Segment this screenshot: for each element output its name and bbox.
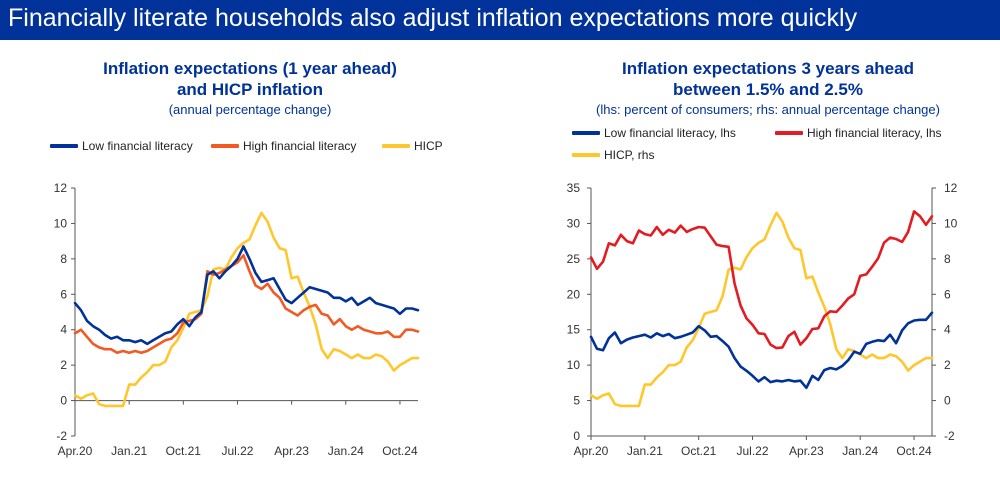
legend-swatch <box>775 131 803 135</box>
slide-title: Financially literate households also adj… <box>8 4 858 32</box>
right-legend-item-high: High financial literacy, lhs <box>775 126 942 140</box>
right-y-tick-label: 10 <box>567 358 581 372</box>
right-x-tick-label: Oct.21 <box>681 444 717 458</box>
left-legend-item-high: High financial literacy <box>211 139 356 153</box>
right-y-tick-label-right: 2 <box>944 358 951 372</box>
left-x-tick-label: Apr.20 <box>58 444 93 458</box>
right-series-high-financial-literacy-lhs <box>589 210 934 350</box>
left-y-tick-label: 6 <box>60 287 67 301</box>
legend-swatch <box>382 144 410 148</box>
right-series-low-financial-literacy-lhs <box>589 311 934 390</box>
left-x-tick-label: Oct.21 <box>166 444 202 458</box>
left-x-tick-label: Jan.21 <box>111 444 147 458</box>
legend-label: HICP, rhs <box>604 148 655 162</box>
left-y-tick-label: 0 <box>60 394 67 408</box>
right-chart-subtitle: (lhs: percent of consumers; rhs: annual … <box>596 102 940 117</box>
left-chart-subtitle: (annual percentage change) <box>168 102 332 117</box>
left-x-tick-label: Apr.23 <box>274 444 309 458</box>
right-y-tick-label: 20 <box>567 287 581 301</box>
left-legend-item-hicp: HICP <box>382 139 443 153</box>
right-x-tick-label: Jan.21 <box>627 444 663 458</box>
legend-label: High financial literacy <box>243 139 357 153</box>
right-y-tick-label: 15 <box>567 323 581 337</box>
legend-label: HICP <box>414 139 443 153</box>
right-x-tick-label: Jul.22 <box>737 444 769 458</box>
right-y-tick-label-right: 0 <box>944 394 951 408</box>
legend-swatch <box>572 131 600 135</box>
right-y-tick-label: 0 <box>573 429 580 443</box>
right-y-tick-label-right: 12 <box>944 181 958 195</box>
left-y-tick-label: 2 <box>60 358 67 372</box>
left-series-high-financial-literacy <box>73 254 420 355</box>
left-chart-title-line1: Inflation expectations (1 year ahead) <box>103 59 397 78</box>
left-y-tick-label: 4 <box>60 323 67 337</box>
left-x-tick-label: Jan.24 <box>328 444 364 458</box>
legend-label: Low financial literacy, lhs <box>604 126 736 140</box>
right-chart-title-line1: Inflation expectations 3 years ahead <box>622 59 914 78</box>
right-chart-title: Inflation expectations 3 years ahead bet… <box>548 58 988 100</box>
right-chart-title-line2: between 1.5% and 2.5% <box>673 80 863 99</box>
right-y-tick-label-right: 8 <box>944 252 951 266</box>
right-series-hicp-rhs <box>589 211 934 408</box>
right-y-tick-label: 5 <box>573 394 580 408</box>
right-y-tick-label: 35 <box>567 181 581 195</box>
left-series-low-financial-literacy <box>73 245 420 346</box>
right-x-tick-label: Apr.23 <box>789 444 824 458</box>
left-x-tick-label: Jul.22 <box>221 444 253 458</box>
right-y-tick-label: 30 <box>567 216 581 230</box>
left-series-hicp <box>73 211 420 408</box>
left-legend-item-low: Low financial literacy <box>50 139 193 153</box>
left-y-tick-label: -2 <box>56 429 67 443</box>
legend-label: Low financial literacy <box>82 139 193 153</box>
right-y-tick-label: 25 <box>567 252 581 266</box>
right-y-tick-label-right: 10 <box>944 216 958 230</box>
legend-swatch <box>211 144 239 148</box>
legend-label: High financial literacy, lhs <box>807 126 942 140</box>
left-x-tick-label: Oct.24 <box>382 444 418 458</box>
slide-banner: Financially literate households also adj… <box>0 0 1000 40</box>
left-chart-title: Inflation expectations (1 year ahead) an… <box>40 58 460 100</box>
left-y-tick-label: 12 <box>54 181 68 195</box>
right-legend-item-low: Low financial literacy, lhs <box>572 126 736 140</box>
legend-swatch <box>50 144 78 148</box>
right-legend-item-hicp: HICP, rhs <box>572 148 654 162</box>
legend-swatch <box>572 153 600 157</box>
right-y-tick-label-right: -2 <box>944 429 955 443</box>
left-y-tick-label: 10 <box>54 216 68 230</box>
right-y-tick-label-right: 6 <box>944 287 951 301</box>
right-x-tick-label: Oct.24 <box>896 444 932 458</box>
right-x-tick-label: Apr.20 <box>574 444 609 458</box>
right-y-tick-label-right: 4 <box>944 323 951 337</box>
left-chart-title-line2: and HICP inflation <box>176 80 324 99</box>
left-y-tick-label: 8 <box>60 252 67 266</box>
right-x-tick-label: Jan.24 <box>842 444 878 458</box>
